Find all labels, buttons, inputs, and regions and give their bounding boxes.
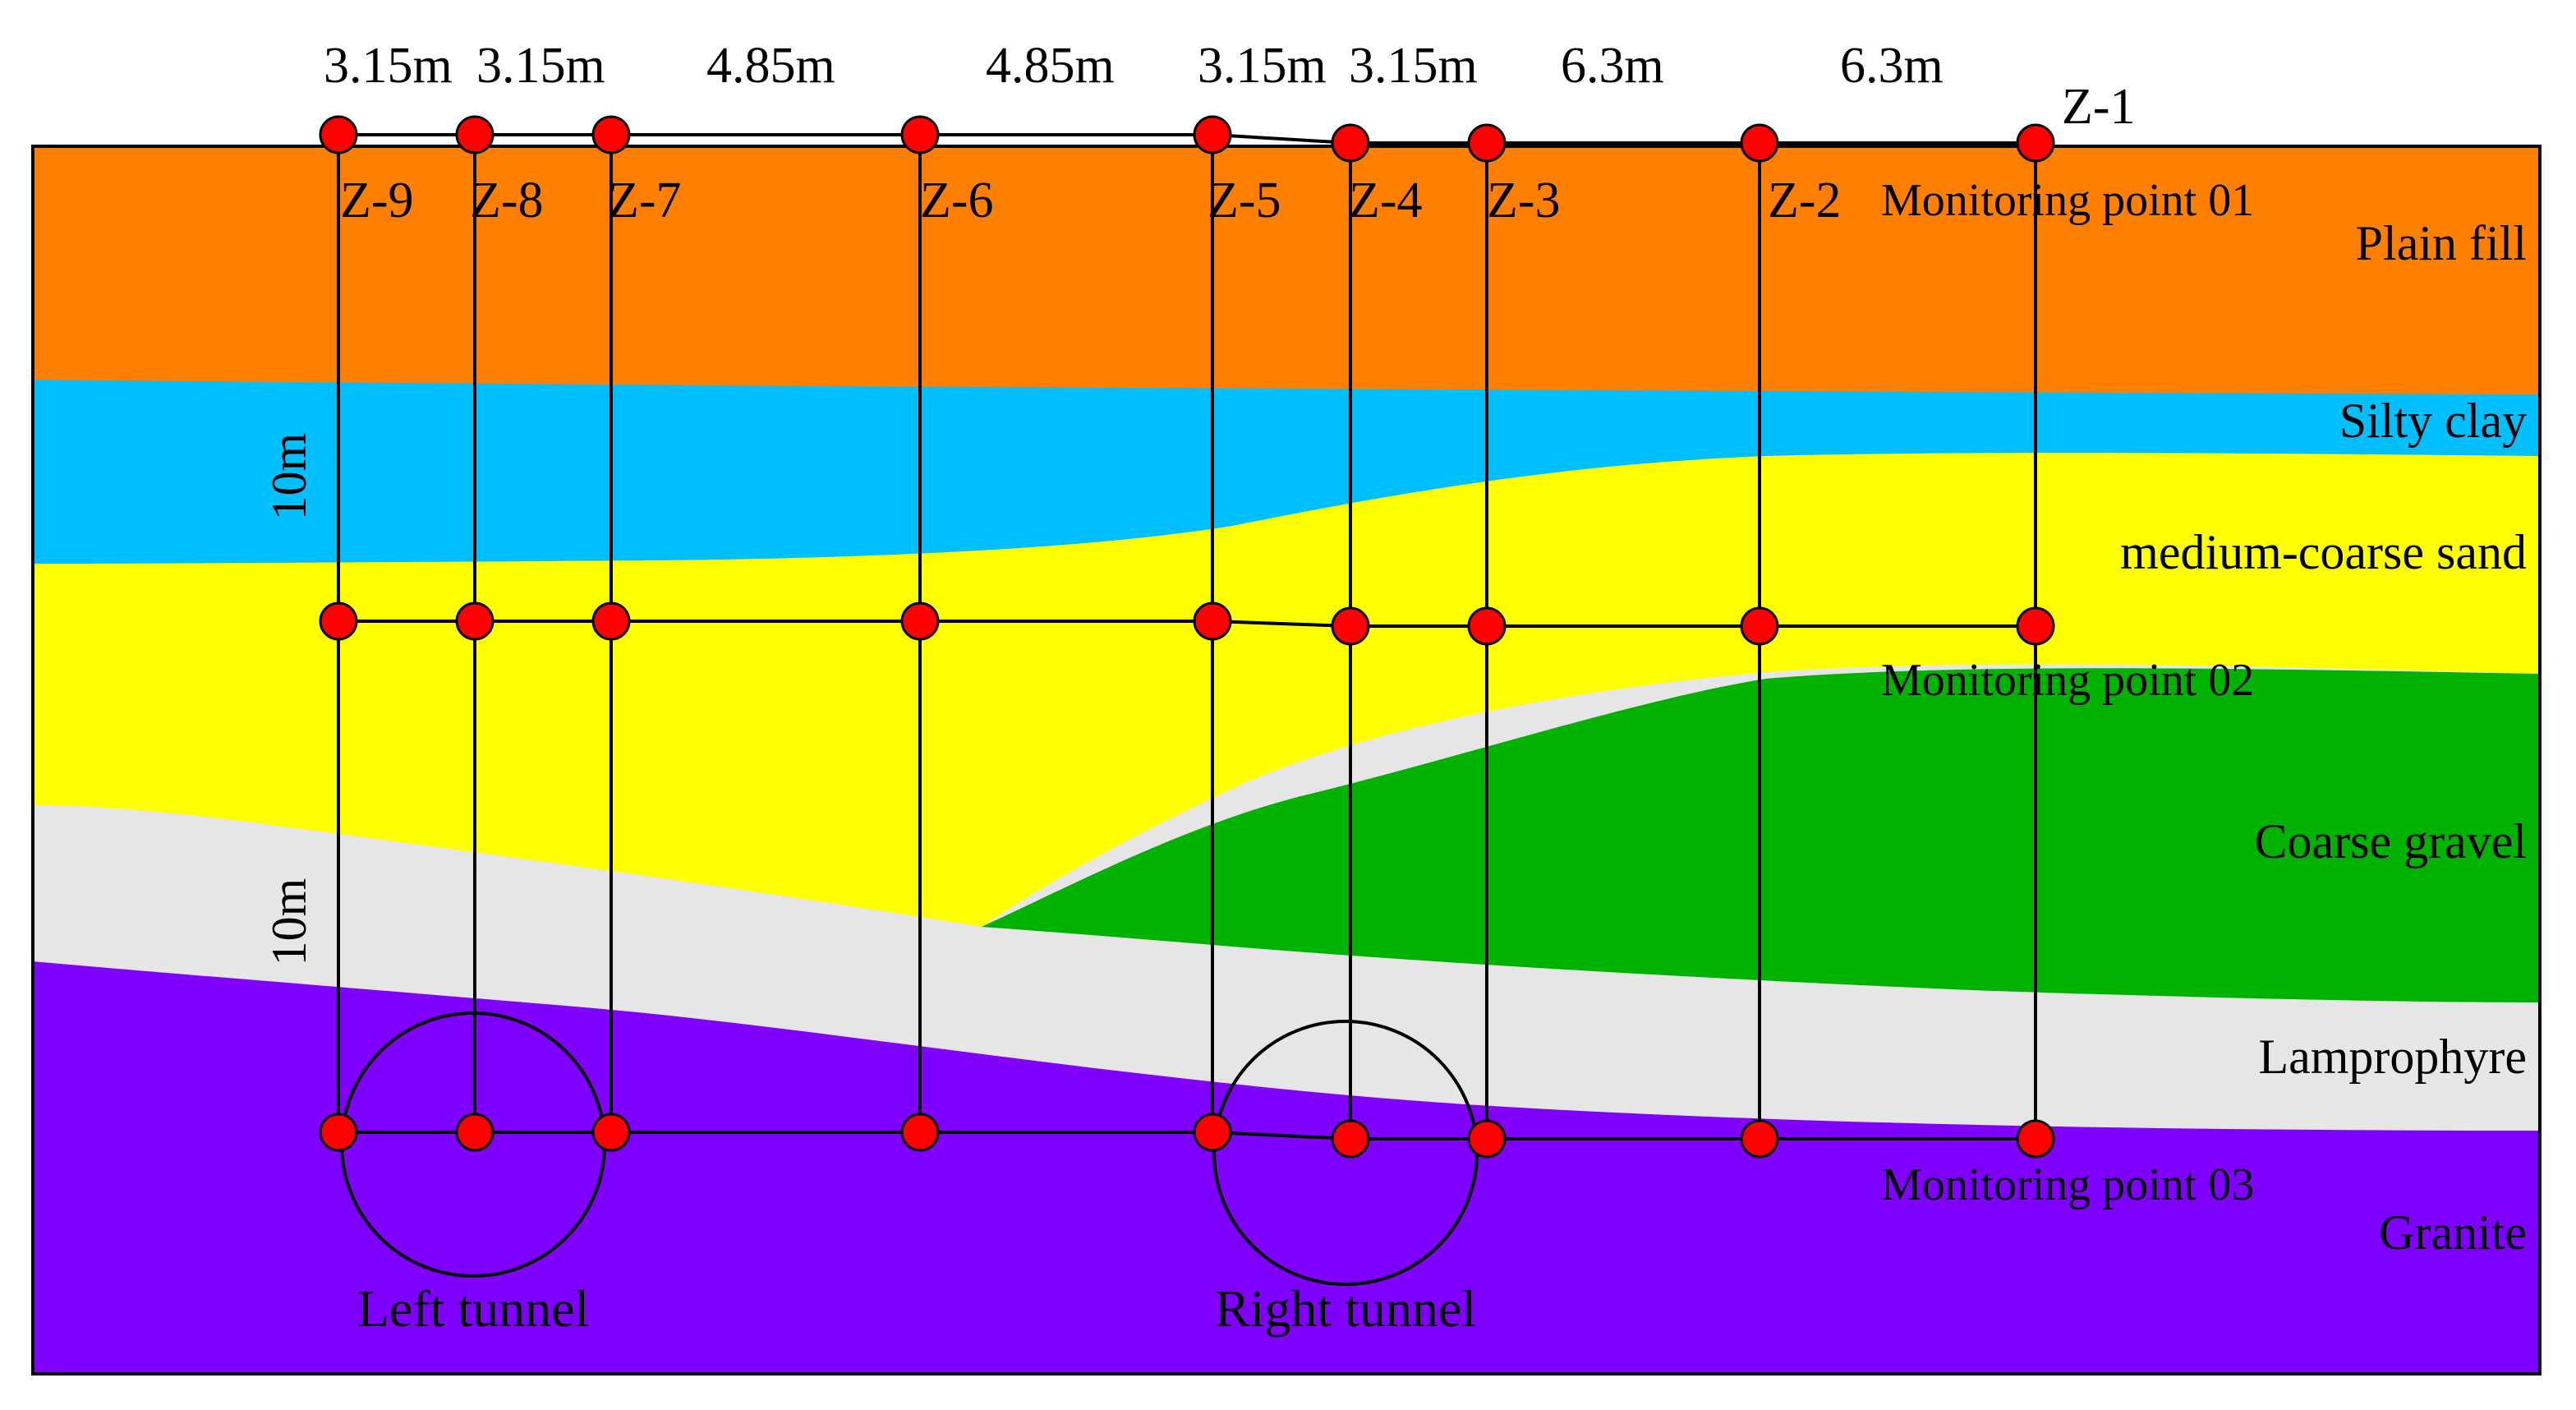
monitoring-point-label-02: Monitoring point 02 (1881, 655, 2254, 706)
layer-label-medium-coarse-sand: medium-coarse sand (2120, 525, 2527, 579)
strata-group (31, 145, 2542, 1375)
monitoring-point-labels: Monitoring point 01 Monitoring point 02 … (1881, 175, 2254, 1210)
monitoring-marker-02-z-2 (1740, 606, 1779, 646)
spacing-label-5: 3.15m (1198, 38, 1327, 94)
spacing-label-2: 3.15m (476, 38, 605, 94)
left-tunnel-label: Left tunnel (357, 1279, 590, 1338)
monitoring-marker-01-z-5 (1193, 115, 1232, 154)
monitoring-marker-03-z-7 (591, 1113, 631, 1152)
layer-label-granite: Granite (2379, 1205, 2527, 1260)
layer-label-coarse-gravel: Coarse gravel (2254, 814, 2527, 869)
survey-line-label-z8: Z-8 (470, 173, 544, 228)
monitoring-marker-01-z-6 (900, 115, 940, 154)
monitoring-marker-03-z-8 (455, 1113, 494, 1152)
monitoring-marker-02-z-8 (455, 601, 494, 641)
survey-line-label-z7: Z-7 (608, 173, 682, 228)
survey-line-label-z1: Z-1 (2062, 79, 2136, 135)
monitoring-marker-02-z-7 (591, 601, 631, 641)
spacing-label-8: 6.3m (1840, 38, 1944, 94)
monitoring-marker-01-z-2 (1740, 123, 1779, 163)
monitoring-marker-03-z-9 (319, 1113, 358, 1152)
monitoring-marker-01-z-3 (1467, 123, 1506, 163)
survey-line-label-z5: Z-5 (1208, 173, 1281, 228)
survey-line-label-z9: Z-9 (340, 173, 414, 228)
monitoring-network (319, 115, 2055, 1159)
monitoring-marker-03-z-6 (900, 1113, 940, 1152)
monitoring-marker-03-z-2 (1740, 1119, 1779, 1159)
spacing-label-4: 4.85m (986, 38, 1115, 94)
right-tunnel-label: Right tunnel (1215, 1279, 1476, 1338)
layer-plain-fill (33, 146, 2540, 394)
monitoring-marker-02-z-4 (1331, 606, 1370, 646)
dimension-label-lower: 10m (262, 878, 316, 966)
spacing-label-3: 4.85m (706, 38, 835, 94)
survey-line-label-z4: Z-4 (1349, 173, 1423, 228)
section-border (31, 145, 2542, 1375)
monitoring-marker-02-z-9 (319, 601, 358, 641)
monitoring-marker-02-z-6 (900, 601, 940, 641)
monitoring-marker-02-z-5 (1193, 601, 1232, 641)
spacing-label-1: 3.15m (324, 38, 453, 94)
monitoring-marker-01-z-9 (319, 115, 358, 154)
survey-line-label-z3: Z-3 (1487, 173, 1561, 228)
monitoring-point-label-01: Monitoring point 01 (1881, 175, 2254, 226)
survey-line-label-z2: Z-2 (1768, 173, 1842, 228)
survey-line-label-z6: Z-6 (920, 173, 994, 228)
monitoring-marker-03-z-5 (1193, 1113, 1232, 1152)
survey-line-labels: Z-9 Z-8 Z-7 Z-6 Z-5 Z-4 Z-3 Z-2 Z-1 (340, 79, 2136, 228)
layer-label-plain-fill: Plain fill (2356, 216, 2527, 270)
monitoring-marker-01-z-1 (2016, 123, 2055, 163)
tunnel-labels: Left tunnel Right tunnel (357, 1279, 1476, 1338)
monitoring-marker-02-z-3 (1467, 606, 1506, 646)
monitoring-marker-03-z-3 (1467, 1119, 1506, 1159)
spacing-label-6: 3.15m (1349, 38, 1478, 94)
monitoring-marker-02-z-1 (2016, 606, 2055, 646)
layer-label-silty-clay: Silty clay (2339, 394, 2527, 448)
spacing-labels: 3.15m 3.15m 4.85m 4.85m 3.15m 3.15m 6.3m… (324, 38, 1944, 94)
vertical-dimension-labels: 10m 10m (262, 433, 316, 966)
layer-label-lamprophyre: Lamprophyre (2258, 1030, 2527, 1084)
monitoring-marker-01-z-8 (455, 115, 494, 154)
monitoring-point-label-03: Monitoring point 03 (1881, 1159, 2254, 1210)
monitoring-marker-03-z-4 (1331, 1119, 1370, 1159)
layer-labels: Plain fill Silty clay medium-coarse sand… (2120, 216, 2527, 1260)
monitoring-marker-01-z-4 (1331, 123, 1370, 163)
spacing-label-7: 6.3m (1561, 38, 1664, 94)
monitoring-marker-03-z-1 (2016, 1119, 2055, 1159)
dimension-label-upper: 10m (262, 433, 316, 521)
monitoring-marker-01-z-7 (591, 115, 631, 154)
